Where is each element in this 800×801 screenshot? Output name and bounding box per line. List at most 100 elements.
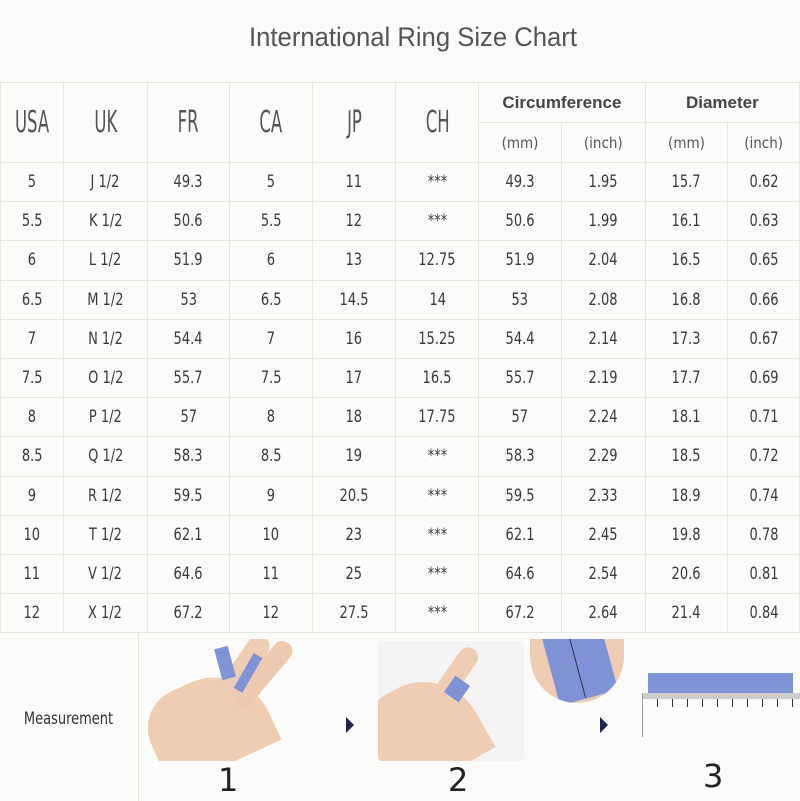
cell-circ-inch: 2.04: [560, 240, 646, 281]
cell-ca: 7: [229, 318, 313, 359]
cell-ch: 15.25: [395, 318, 480, 359]
cell-fr: 50.6: [146, 201, 231, 242]
cell-ch: ***: [395, 436, 480, 477]
step-2-zoom-inset: [530, 639, 624, 703]
cell-uk: X 1/2: [63, 593, 148, 634]
header-diam-inch: (inch): [727, 122, 800, 163]
cell-ch: 17.75: [395, 397, 480, 438]
cell-fr: 54.4: [146, 318, 231, 359]
cell-ca: 12: [229, 593, 313, 634]
cell-diam-inch: 0.72: [727, 436, 800, 477]
header-usa: USA: [0, 82, 65, 163]
cell-circ-inch: 2.24: [560, 397, 646, 438]
cell-jp: 17: [311, 357, 397, 399]
cell-usa: 6.5: [0, 279, 65, 320]
step-number-1: 1: [218, 761, 239, 799]
header-diameter: Diameter: [644, 82, 800, 123]
cell-diam-mm: 15.7: [644, 161, 729, 203]
cell-diam-mm: 18.5: [644, 436, 729, 477]
cell-uk: L 1/2: [63, 240, 148, 281]
header-circ-mm: (mm): [478, 122, 562, 163]
cell-circ-mm: 55.7: [478, 357, 562, 399]
cell-jp: 18: [311, 397, 397, 438]
step-number-2: 2: [448, 761, 469, 799]
cell-diam-inch: 0.62: [727, 161, 800, 203]
header-diam-mm: (mm): [644, 122, 729, 163]
cell-ca: 11: [229, 553, 313, 595]
cell-jp: 14.5: [311, 279, 397, 320]
cell-jp: 25: [311, 553, 397, 595]
cell-diam-inch: 0.63: [727, 201, 800, 242]
table-row: 12 X 1/2 67.2 12 27.5 *** 67.2 2.64 21.4 0.84: [0, 593, 800, 634]
chart-title: International Ring Size Chart: [249, 22, 577, 52]
cell-circ-mm: 59.5: [478, 475, 562, 516]
ring-size-table: USA UK FR CA JP CH Circumference Diamete…: [0, 82, 800, 634]
cell-fr: 62.1: [146, 514, 231, 555]
cell-circ-mm: 49.3: [478, 161, 562, 203]
cell-diam-inch: 0.66: [727, 279, 800, 320]
cell-fr: 59.5: [146, 475, 231, 516]
cell-diam-inch: 0.81: [727, 553, 800, 595]
cell-uk: R 1/2: [63, 475, 148, 516]
cell-usa: 6: [0, 240, 65, 281]
cell-jp: 27.5: [311, 593, 397, 634]
cell-ca: 6.5: [229, 279, 313, 320]
cell-usa: 12: [0, 593, 65, 634]
cell-ca: 8.5: [229, 436, 313, 477]
cell-diam-inch: 0.71: [727, 397, 800, 438]
measurement-section: Measurement 1 2 3: [0, 632, 800, 801]
cell-usa: 10: [0, 514, 65, 555]
cell-uk: P 1/2: [63, 397, 148, 438]
cell-diam-mm: 18.9: [644, 475, 729, 516]
cell-diam-inch: 0.84: [727, 593, 800, 634]
cell-uk: M 1/2: [63, 279, 148, 320]
cell-circ-inch: 2.14: [560, 318, 646, 359]
step-number-3: 3: [703, 757, 724, 795]
cell-diam-inch: 0.65: [727, 240, 800, 281]
cell-usa: 11: [0, 553, 65, 595]
cell-circ-mm: 57: [478, 397, 562, 438]
cell-uk: V 1/2: [63, 553, 148, 595]
cell-ch: ***: [395, 514, 480, 555]
cell-fr: 55.7: [146, 357, 231, 399]
measurement-label: Measurement: [23, 709, 114, 729]
cell-ch: ***: [395, 201, 480, 242]
cell-diam-mm: 17.3: [644, 318, 729, 359]
cell-diam-mm: 16.1: [644, 201, 729, 242]
cell-diam-mm: 21.4: [644, 593, 729, 634]
header-circumference: Circumference: [478, 82, 646, 123]
cell-usa: 9: [0, 475, 65, 516]
cell-circ-mm: 54.4: [478, 318, 562, 359]
cell-diam-mm: 17.7: [644, 357, 729, 399]
cell-circ-inch: 2.54: [560, 553, 646, 595]
cell-circ-inch: 1.99: [560, 201, 646, 242]
cell-usa: 5.5: [0, 201, 65, 242]
cell-jp: 23: [311, 514, 397, 555]
cell-circ-inch: 2.45: [560, 514, 646, 555]
cell-ch: ***: [395, 553, 480, 595]
cell-fr: 67.2: [146, 593, 231, 634]
cell-circ-inch: 2.29: [560, 436, 646, 477]
cell-diam-mm: 19.8: [644, 514, 729, 555]
arrow-right-icon: [600, 717, 608, 733]
cell-diam-inch: 0.69: [727, 357, 800, 399]
cell-usa: 7: [0, 318, 65, 359]
cell-circ-mm: 62.1: [478, 514, 562, 555]
cell-ca: 5: [229, 161, 313, 203]
step-3-image-ruler: [638, 669, 800, 739]
cell-diam-mm: 20.6: [644, 553, 729, 595]
step-2-image-mark-tape: [378, 641, 524, 761]
table-row: 7.5 O 1/2 55.7 7.5 17 16.5 55.7 2.19 17.7 0.69: [0, 357, 800, 399]
header-ca: CA: [229, 82, 313, 163]
cell-fr: 57: [146, 397, 231, 438]
cell-diam-mm: 16.8: [644, 279, 729, 320]
cell-circ-mm: 58.3: [478, 436, 562, 477]
cell-ca: 6: [229, 240, 313, 281]
cell-uk: K 1/2: [63, 201, 148, 242]
cell-ca: 5.5: [229, 201, 313, 242]
cell-uk: N 1/2: [63, 318, 148, 359]
